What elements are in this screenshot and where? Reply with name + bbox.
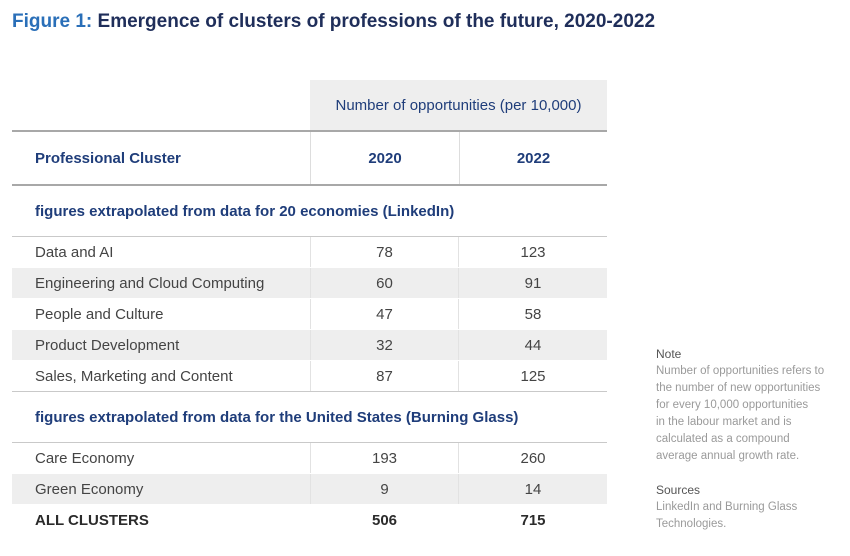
value-2020: 193 (310, 443, 459, 473)
value-2020: 47 (310, 299, 459, 329)
value-2022: 125 (520, 367, 546, 385)
cluster-name: Green Economy (35, 480, 144, 498)
opportunities-table: Number of opportunities (per 10,000) Pro… (12, 80, 607, 536)
figure-title: Figure 1: Emergence of clusters of profe… (12, 11, 655, 33)
figure-number: Figure 1: (12, 11, 93, 32)
value-2020: 87 (310, 361, 459, 391)
column-header-cluster: Professional Cluster (35, 149, 181, 167)
section-header-linkedin: figures extrapolated from data for 20 ec… (12, 186, 607, 237)
value-2020: 9 (310, 474, 459, 504)
sources-label: Sources (656, 483, 701, 497)
span-header: Number of opportunities (per 10,000) (310, 80, 607, 130)
table-row: Product Development 32 44 (12, 330, 607, 361)
value-2020: 60 (310, 268, 459, 298)
note-line: Number of opportunities refers to (656, 365, 825, 377)
note-line: in the labour market and is (656, 416, 792, 428)
span-header-row: Number of opportunities (per 10,000) (12, 80, 607, 130)
column-header-2020: 2020 (310, 132, 459, 184)
sources-line: LinkedIn and Burning Glass (656, 501, 798, 513)
note-line: average annual growth rate. (656, 450, 800, 462)
table-row: Green Economy 9 14 (12, 474, 607, 505)
value-2022: 123 (520, 243, 546, 261)
cluster-name: Care Economy (35, 449, 135, 467)
table-row: Data and AI 78 123 (12, 237, 607, 268)
section-label: figures extrapolated from data for the U… (35, 408, 519, 426)
column-header-2022: 2022 (459, 132, 607, 184)
value-2020: 32 (310, 330, 459, 360)
table-row: People and Culture 47 58 (12, 299, 607, 330)
cluster-name: Engineering and Cloud Computing (35, 274, 265, 292)
cluster-name: Product Development (35, 336, 180, 354)
value-2022: 91 (524, 274, 542, 292)
table-row: Care Economy 193 260 (12, 443, 607, 474)
total-row: ALL CLUSTERS 506 715 (12, 505, 607, 536)
value-2022: 260 (520, 449, 546, 467)
value-2020: 78 (310, 237, 459, 267)
column-header-row: Professional Cluster 2020 2022 (12, 130, 607, 186)
section-label: figures extrapolated from data for 20 ec… (35, 202, 455, 220)
total-2022: 715 (520, 512, 546, 529)
note-line: for every 10,000 opportunities (656, 399, 809, 411)
table-row: Engineering and Cloud Computing 60 91 (12, 268, 607, 299)
note-panel: Note Number of opportunities refers to t… (656, 346, 846, 533)
cluster-name: Sales, Marketing and Content (35, 367, 233, 385)
value-2022: 14 (524, 480, 542, 498)
cluster-name: Data and AI (35, 243, 114, 261)
total-2020: 506 (371, 512, 398, 529)
note-label: Note (656, 347, 682, 361)
note-spacer (656, 465, 846, 482)
note-line: calculated as a compound (656, 433, 790, 445)
total-label: ALL CLUSTERS (35, 512, 149, 529)
table-row: Sales, Marketing and Content 87 125 (12, 361, 607, 392)
cluster-name: People and Culture (35, 305, 164, 323)
sources-line: Technologies. (656, 518, 727, 530)
value-2022: 44 (524, 336, 542, 354)
value-2022: 58 (524, 305, 542, 323)
note-line: the number of new opportunities (656, 382, 821, 394)
figure-title-text: Emergence of clusters of professions of … (97, 11, 656, 32)
section-header-burning-glass: figures extrapolated from data for the U… (12, 392, 607, 443)
